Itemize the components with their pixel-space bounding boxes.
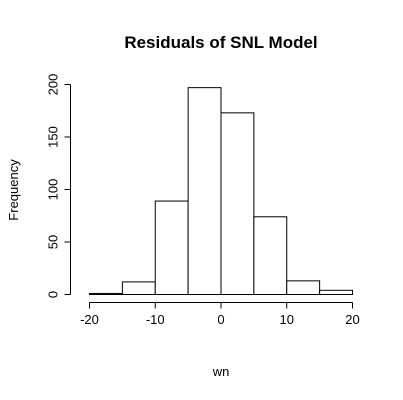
y-axis-label: Frequency xyxy=(6,159,21,221)
x-tick-label-3: 10 xyxy=(280,312,294,327)
y-tick-label-3: 150 xyxy=(45,126,60,148)
x-tick-label-0: -20 xyxy=(80,312,99,327)
x-tick-label-1: -10 xyxy=(146,312,165,327)
histogram-bars xyxy=(89,87,353,296)
y-tick-label-2: 100 xyxy=(45,179,60,201)
histogram-bar-1 xyxy=(121,281,156,295)
y-tick-label-1: 50 xyxy=(45,235,60,249)
histogram-bar-5 xyxy=(253,216,288,295)
histogram-bar-4 xyxy=(220,112,255,295)
histogram-bar-0 xyxy=(89,292,123,296)
x-axis-label: wn xyxy=(212,364,230,379)
y-tick-label-0: 0 xyxy=(45,291,60,298)
x-tick-label-4: 20 xyxy=(345,312,359,327)
histogram-bar-6 xyxy=(286,280,321,296)
x-tick-label-2: 0 xyxy=(217,312,224,327)
chart-title: Residuals of SNL Model xyxy=(124,33,317,52)
y-axis: 0 50 100 150 200 xyxy=(45,74,71,298)
y-tick-label-4: 200 xyxy=(45,74,60,96)
histogram-bar-3 xyxy=(187,87,222,296)
histogram-bar-7 xyxy=(319,289,353,295)
x-axis: -20 -10 0 10 20 xyxy=(80,302,360,327)
histogram-bar-2 xyxy=(154,200,189,295)
